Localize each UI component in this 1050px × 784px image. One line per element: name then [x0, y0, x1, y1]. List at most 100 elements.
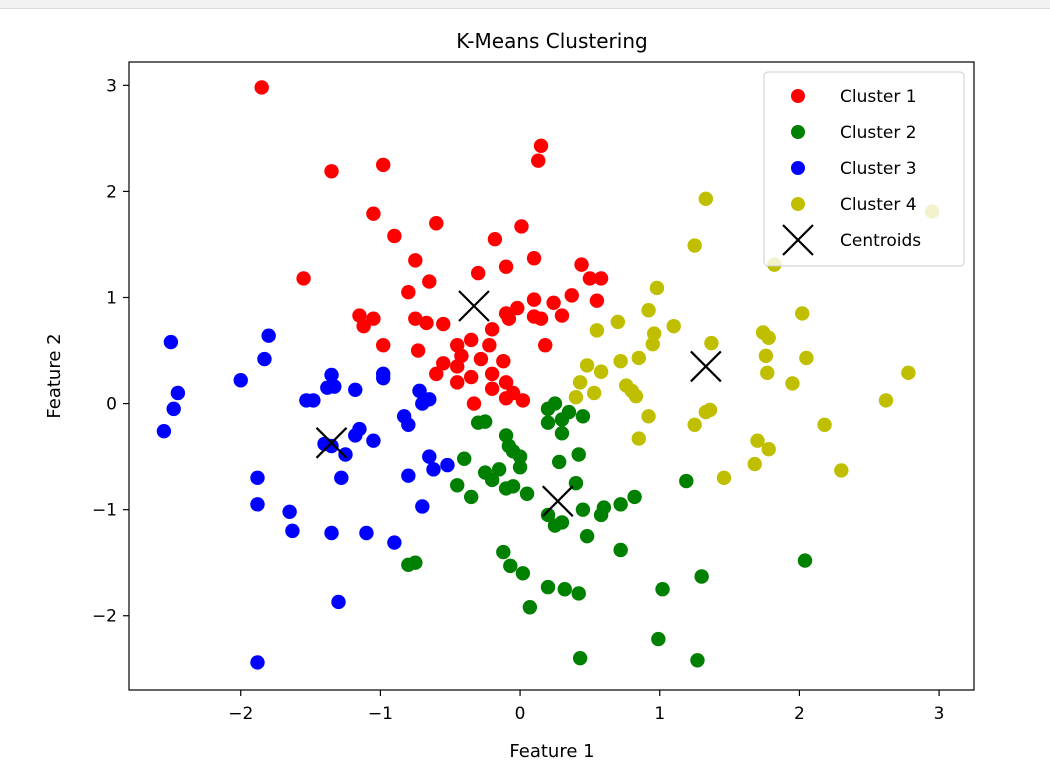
cluster-3-point [331, 594, 346, 610]
cluster-4-point [586, 385, 602, 401]
cluster-1-point [533, 138, 549, 154]
cluster-3-point [261, 328, 276, 343]
cluster-1-point [498, 375, 514, 390]
cluster-3-point [426, 462, 441, 477]
cluster-4-point [760, 365, 775, 381]
cluster-2-point [655, 582, 670, 597]
cluster-1-point [533, 311, 549, 326]
cluster-4-point [834, 463, 849, 478]
cluster-3-point [387, 535, 402, 550]
cluster-2-point [496, 544, 511, 560]
cluster-1-point [470, 265, 486, 281]
cluster-1-point [484, 381, 500, 396]
cluster-1-point [498, 259, 514, 274]
cluster-1-point [366, 206, 381, 221]
cluster-4-point [631, 350, 646, 366]
legend-label: Cluster 4 [840, 195, 917, 215]
cluster-2-point [572, 650, 588, 666]
cluster-3-point [327, 379, 342, 394]
cluster-4-point [645, 336, 660, 352]
cluster-1-point [254, 80, 269, 95]
cluster-1-point [375, 157, 391, 173]
cluster-4-point [761, 441, 776, 457]
x-tick-label: −2 [228, 704, 253, 724]
cluster-3-point [257, 351, 272, 367]
cluster-4-point [704, 335, 719, 351]
cluster-4-point [878, 393, 894, 408]
legend-item-centroids: Centroids [782, 224, 921, 256]
cluster-2-point [613, 497, 628, 512]
cluster-1-point [484, 366, 500, 382]
cluster-2-point [690, 653, 705, 668]
cluster-1-point [554, 308, 570, 323]
cluster-2-point [679, 473, 694, 489]
cluster-4-point [761, 330, 776, 346]
cluster-4-point [613, 353, 628, 369]
cluster-1-point [296, 271, 311, 286]
cluster-3-point [415, 499, 430, 514]
cluster-2-point [512, 460, 528, 475]
legend-swatch [782, 224, 814, 256]
cluster-1-point [526, 292, 542, 307]
cluster-1-point [515, 393, 531, 408]
cluster-2-point [571, 447, 586, 462]
chart-title: K-Means Clustering [456, 29, 647, 53]
cluster-3-point [324, 367, 339, 383]
cluster-1-point [484, 322, 500, 337]
cluster-1-point [429, 216, 444, 231]
cluster-2-point [554, 426, 570, 441]
cluster-1-point [356, 318, 371, 334]
cluster-3-point [366, 433, 381, 448]
cluster-1-point [419, 315, 434, 331]
cluster-2-point [547, 396, 563, 411]
cluster-3-point [415, 396, 430, 411]
cluster-4-point [593, 364, 609, 379]
cluster-3-point [170, 385, 186, 401]
legend-item-cluster-2: Cluster 2 [791, 123, 917, 143]
cluster-1-point [593, 271, 609, 286]
cluster-1-point [375, 338, 391, 353]
cluster-3-point [348, 382, 363, 397]
cluster-4-point [568, 390, 584, 405]
cluster-1-point [514, 219, 529, 234]
cluster-2-point [651, 631, 666, 647]
cluster-1-point [574, 257, 589, 272]
cluster-4-point [817, 417, 832, 432]
cluster-2-point [540, 507, 556, 523]
cluster-4-point [646, 326, 662, 341]
cluster-3-point [166, 401, 181, 417]
y-tick-label: 2 [106, 182, 117, 202]
cluster-3-point [412, 383, 427, 399]
cluster-3-point [163, 334, 179, 350]
cluster-3-point [359, 525, 374, 541]
cluster-4-point [702, 402, 718, 418]
legend-item-cluster-4: Cluster 4 [791, 195, 917, 215]
cluster-1-point [450, 359, 465, 374]
legend-swatch [791, 161, 805, 175]
cluster-1-point [463, 369, 479, 385]
legend-label: Cluster 3 [840, 159, 917, 179]
cluster-3-point [401, 417, 416, 432]
cluster-3-point [440, 457, 455, 473]
cluster-1-point [324, 164, 339, 179]
cluster-4-point [641, 409, 656, 424]
cluster-3-point [422, 449, 437, 464]
centroid-marker [315, 427, 348, 459]
cluster-3-point [401, 468, 416, 483]
cluster-2-point [505, 479, 521, 494]
legend-item-cluster-3: Cluster 3 [791, 159, 917, 179]
legend-label: Cluster 1 [840, 87, 917, 107]
cluster-4-point [687, 417, 702, 432]
cluster-2-point [547, 518, 563, 533]
cluster-4-point [579, 358, 595, 373]
cluster-2-point [463, 489, 479, 505]
cluster-1-point [582, 271, 598, 286]
centroid-marker [690, 350, 722, 383]
cluster-4-point [747, 456, 762, 472]
cluster-3-point [324, 438, 339, 454]
scatter-marks [156, 80, 940, 670]
cluster-2-point [575, 502, 591, 517]
x-tick-label: 1 [654, 704, 665, 724]
cluster-2-point [571, 586, 586, 601]
cluster-3-point [324, 525, 339, 541]
